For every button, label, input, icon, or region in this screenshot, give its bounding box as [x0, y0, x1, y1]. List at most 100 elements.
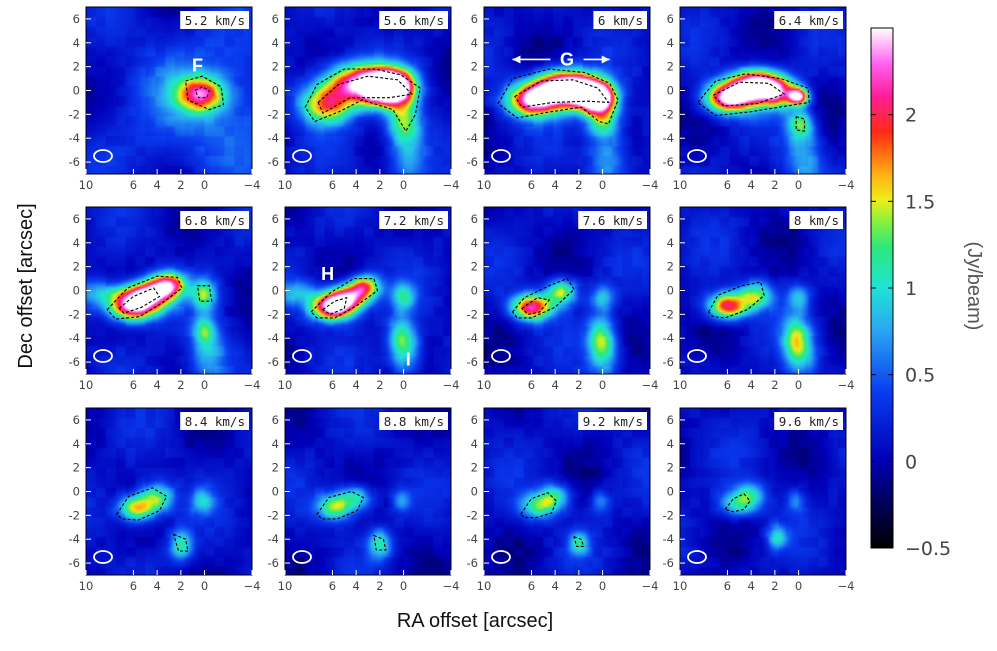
contour-line — [573, 535, 585, 547]
y-tick-label: -2 — [467, 307, 478, 321]
y-tick-label: -2 — [663, 508, 674, 522]
x-tick-label: 6 — [130, 178, 137, 192]
colorbar-tick-label: 1.5 — [905, 191, 935, 213]
y-tick-label: 2 — [272, 461, 279, 475]
y-tick-label: -6 — [467, 556, 478, 570]
velocity-label: 7.2 km/s — [384, 213, 444, 228]
y-tick-label: 4 — [73, 36, 80, 50]
beam-ellipse — [292, 550, 312, 564]
beam-ellipse — [491, 149, 511, 163]
y-tick-label: 0 — [667, 485, 674, 499]
y-tick-label: -4 — [663, 532, 674, 546]
velocity-label-box — [379, 412, 448, 430]
x-tick-label: 4 — [551, 378, 558, 392]
y-tick-label: -6 — [663, 355, 674, 369]
y-tick-label: 0 — [73, 485, 80, 499]
x-tick-label: 10 — [673, 579, 688, 593]
y-tick-label: -2 — [268, 307, 279, 321]
y-tick-label: 6 — [272, 413, 279, 427]
x-tick-label: 10 — [278, 378, 293, 392]
x-tick-label: 0 — [201, 579, 208, 593]
x-tick-label: 6 — [329, 378, 336, 392]
x-tick-label: 6 — [724, 378, 731, 392]
y-tick-label: 4 — [471, 236, 478, 250]
x-tick-label: −4 — [838, 579, 855, 593]
beam-ellipse — [687, 349, 707, 363]
intensity-map — [285, 7, 451, 174]
channel-panel: 8.8 km/s 6 4 2 0 -2 -4 -6 10 6 4 2 0 −4 — [268, 407, 460, 593]
intensity-map — [484, 408, 650, 575]
x-tick-label: 2 — [177, 178, 184, 192]
x-tick-label: 10 — [673, 178, 688, 192]
y-tick-label: 6 — [272, 12, 279, 26]
y-tick-label: -2 — [69, 307, 80, 321]
beam-ellipse — [491, 550, 511, 564]
x-tick-label: 0 — [795, 579, 802, 593]
region-label: H — [321, 264, 334, 284]
contour-line — [707, 281, 765, 319]
contour-line — [521, 297, 551, 315]
x-tick-label: −4 — [443, 378, 460, 392]
y-tick-label: -4 — [467, 331, 478, 345]
beam-ellipse — [491, 349, 511, 363]
x-tick-label: 4 — [352, 378, 359, 392]
channel-panel: 7.2 km/s H I 6 4 2 0 -2 -4 -6 10 6 4 2 0 −4 — [268, 206, 460, 392]
x-tick-label: 6 — [329, 579, 336, 593]
velocity-label-box — [593, 11, 647, 29]
channel-panel: 5.6 km/s 6 4 2 0 -2 -4 -6 10 6 4 2 0 −4 — [268, 6, 459, 192]
y-tick-label: -6 — [69, 355, 80, 369]
contour-line — [520, 492, 557, 519]
colorbar-tick-label: 0 — [905, 451, 917, 473]
y-tick-label: 6 — [73, 212, 80, 226]
beam-ellipse — [93, 550, 113, 564]
y-tick-label: 2 — [667, 60, 674, 74]
channel-panel: 8.4 km/s 6 4 2 0 -2 -4 -6 10 6 4 2 0 −4 — [69, 407, 260, 593]
colorbar-tick-label: 2 — [905, 105, 917, 127]
intensity-map — [86, 207, 252, 374]
y-tick-label: 2 — [272, 60, 279, 74]
region-label: F — [192, 55, 203, 75]
velocity-label-box — [578, 412, 647, 430]
x-tick-label: 2 — [575, 378, 582, 392]
channel-panel: 7.6 km/s 6 4 2 0 -2 -4 -6 10 6 4 2 0 −4 — [467, 206, 659, 392]
x-tick-label: 4 — [551, 178, 558, 192]
x-tick-label: −4 — [443, 579, 460, 593]
region-label: I — [406, 350, 411, 370]
velocity-label-box — [789, 211, 843, 229]
x-tick-label: 2 — [177, 378, 184, 392]
x-tick-label: 4 — [153, 579, 160, 593]
y-tick-label: 6 — [667, 12, 674, 26]
x-tick-label: 2 — [177, 579, 184, 593]
velocity-label: 7.6 km/s — [583, 213, 643, 228]
y-tick-label: 2 — [73, 461, 80, 475]
velocity-label-box — [578, 211, 647, 229]
contour-line — [795, 115, 806, 132]
intensity-map — [86, 408, 252, 575]
y-tick-label: -6 — [467, 155, 478, 169]
y-tick-label: -2 — [69, 508, 80, 522]
y-tick-label: -2 — [268, 508, 279, 522]
y-tick-label: 0 — [471, 485, 478, 499]
contour-line — [373, 534, 387, 551]
x-tick-label: 6 — [528, 378, 535, 392]
x-tick-label: 0 — [795, 178, 802, 192]
beam-ellipse — [687, 550, 707, 564]
x-tick-label: 4 — [747, 378, 754, 392]
y-tick-label: -4 — [69, 532, 80, 546]
y-tick-label: 0 — [667, 84, 674, 98]
channel-panel: 5.2 km/s F 6 4 2 0 -2 -4 -6 10 6 4 2 0 −4 — [69, 6, 260, 192]
x-tick-label: 6 — [724, 579, 731, 593]
contour-line — [118, 287, 161, 314]
x-tick-label: 10 — [673, 378, 688, 392]
velocity-label-box — [180, 11, 249, 29]
y-tick-label: 0 — [667, 284, 674, 298]
y-axis-label: Dec offset [arcsec] — [15, 203, 37, 368]
x-tick-label: −4 — [642, 378, 659, 392]
y-tick-label: -4 — [663, 331, 674, 345]
channel-panel: 6 km/s G 6 4 2 0 -2 -4 -6 10 6 4 2 0 −4 — [467, 6, 658, 192]
velocity-label: 8 km/s — [794, 213, 839, 228]
y-tick-label: 6 — [73, 413, 80, 427]
x-tick-label: 0 — [599, 579, 606, 593]
x-axis-label: RA offset [arcsec] — [397, 610, 553, 632]
y-tick-label: 2 — [73, 60, 80, 74]
